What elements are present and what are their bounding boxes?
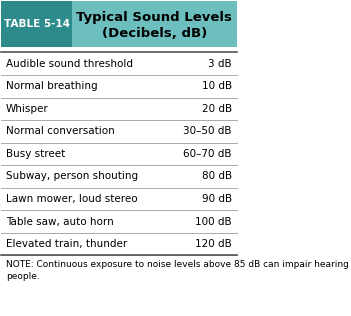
FancyBboxPatch shape <box>1 1 72 47</box>
Text: 80 dB: 80 dB <box>202 172 232 181</box>
Text: 90 dB: 90 dB <box>202 194 232 204</box>
Text: Normal breathing: Normal breathing <box>6 81 98 91</box>
Text: Elevated train, thunder: Elevated train, thunder <box>6 239 127 249</box>
Text: 120 dB: 120 dB <box>195 239 232 249</box>
Text: Table saw, auto horn: Table saw, auto horn <box>6 216 114 227</box>
Text: 3 dB: 3 dB <box>208 59 232 69</box>
Text: NOTE: Continuous exposure to noise levels above 85 dB can impair hearing in most: NOTE: Continuous exposure to noise level… <box>6 260 351 281</box>
FancyBboxPatch shape <box>72 1 237 47</box>
Text: 20 dB: 20 dB <box>202 104 232 114</box>
Text: Audible sound threshold: Audible sound threshold <box>6 59 133 69</box>
Text: Lawn mower, loud stereo: Lawn mower, loud stereo <box>6 194 138 204</box>
FancyBboxPatch shape <box>1 52 237 255</box>
Text: TABLE 5-14: TABLE 5-14 <box>4 19 70 29</box>
Text: Normal conversation: Normal conversation <box>6 126 115 137</box>
Text: Subway, person shouting: Subway, person shouting <box>6 172 138 181</box>
Text: Whisper: Whisper <box>6 104 49 114</box>
Text: 100 dB: 100 dB <box>196 216 232 227</box>
Text: Typical Sound Levels: Typical Sound Levels <box>77 11 232 24</box>
Text: 10 dB: 10 dB <box>202 81 232 91</box>
Text: 30–50 dB: 30–50 dB <box>184 126 232 137</box>
Text: Busy street: Busy street <box>6 149 65 159</box>
Text: 60–70 dB: 60–70 dB <box>184 149 232 159</box>
Text: (Decibels, dB): (Decibels, dB) <box>102 27 207 40</box>
